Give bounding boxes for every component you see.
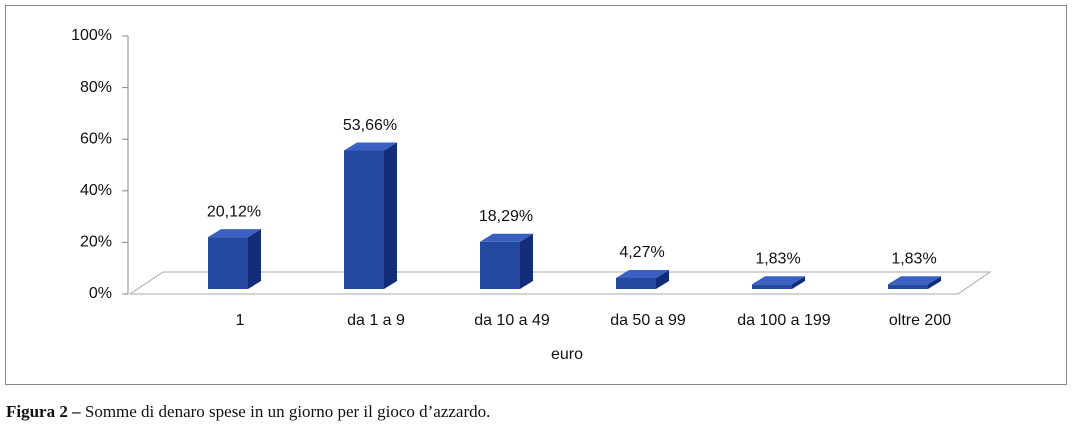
- bar: [752, 276, 805, 289]
- bar: [888, 276, 941, 289]
- value-label: 1,83%: [891, 250, 936, 267]
- bar-side: [384, 142, 397, 289]
- value-label: 1,83%: [755, 250, 800, 267]
- bar-top: [888, 276, 941, 285]
- bar-front: [752, 284, 792, 289]
- bar-top: [616, 269, 669, 278]
- caption-text: Somme di denaro spese in un giorno per i…: [85, 402, 491, 421]
- x-axis-title: euro: [551, 346, 583, 363]
- bar-top: [480, 233, 533, 242]
- bar-side: [248, 229, 261, 289]
- bar-front: [208, 237, 248, 289]
- bar-top: [752, 276, 805, 285]
- x-tick-label: da 10 a 49: [474, 312, 550, 329]
- bar-top: [208, 229, 261, 238]
- x-tick-label: da 1 a 9: [347, 312, 405, 329]
- y-tick-label: 60%: [80, 130, 112, 147]
- value-label: 18,29%: [479, 208, 533, 225]
- y-tick-label: 80%: [80, 79, 112, 96]
- bar-side: [520, 233, 533, 289]
- bar-side: [928, 276, 941, 289]
- value-label: 20,12%: [207, 203, 261, 220]
- value-label: 4,27%: [619, 244, 664, 261]
- bar-side: [656, 269, 669, 289]
- x-tick-label: da 50 a 99: [610, 312, 686, 329]
- bar-front: [480, 241, 520, 289]
- bar-front: [344, 150, 384, 289]
- x-tick-label: da 100 a 199: [737, 312, 831, 329]
- y-tick-label: 20%: [80, 234, 112, 251]
- bar: [344, 142, 397, 289]
- bar: [208, 229, 261, 289]
- caption-label: Figura 2 –: [6, 402, 81, 421]
- bar-front: [888, 284, 928, 289]
- y-tick-label: 0%: [89, 285, 112, 302]
- bar-side: [792, 276, 805, 289]
- x-tick-label: 1: [236, 312, 245, 329]
- bar: [616, 269, 669, 289]
- bar: [480, 233, 533, 289]
- y-tick-label: 100%: [71, 27, 112, 44]
- value-label: 53,66%: [343, 117, 397, 134]
- y-tick-label: 40%: [80, 182, 112, 199]
- x-tick-label: oltre 200: [889, 312, 951, 329]
- caption: Figura 2 – Somme di denaro spese in un g…: [6, 402, 490, 421]
- bar-front: [616, 277, 656, 289]
- chart-frame: [5, 5, 1067, 385]
- bar-top: [344, 142, 397, 151]
